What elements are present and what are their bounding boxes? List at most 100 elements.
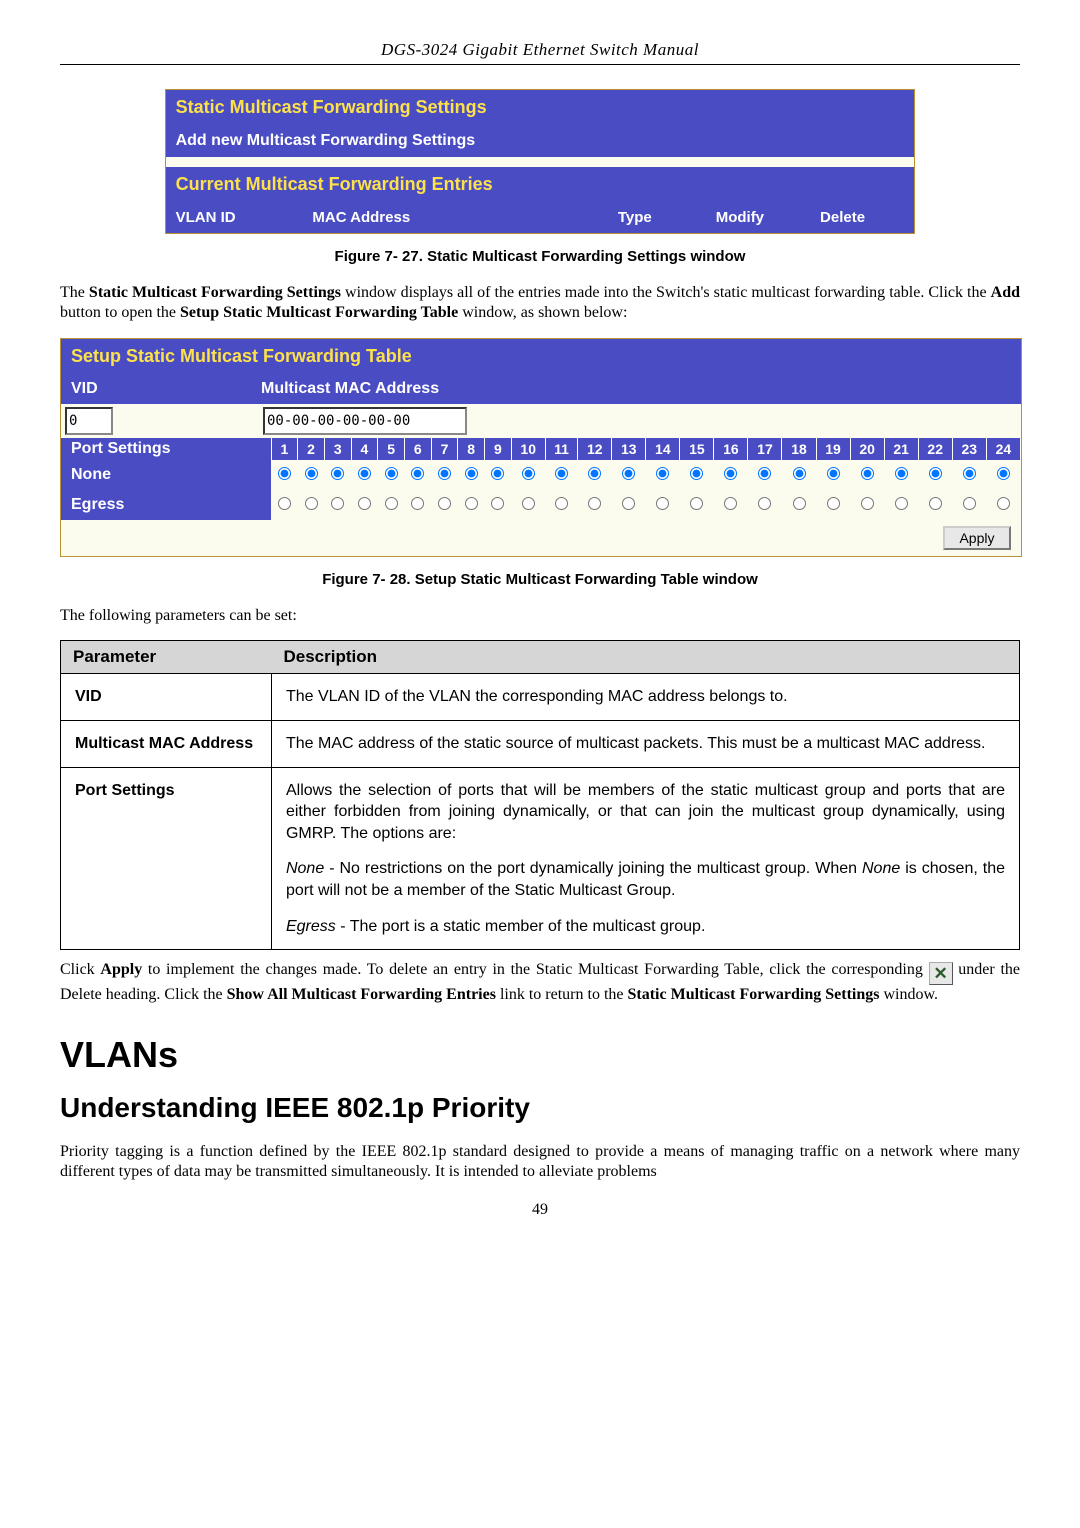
port-col-9: 9 xyxy=(485,438,512,460)
none-port-16 xyxy=(714,460,748,490)
none-radio-22[interactable] xyxy=(929,467,942,480)
panel-subheader: Add new Multicast Forwarding Settings xyxy=(166,125,915,157)
egress-radio-21[interactable] xyxy=(895,497,908,510)
none-radio-5[interactable] xyxy=(385,467,398,480)
understanding-heading: Understanding IEEE 802.1p Priority xyxy=(60,1092,1020,1124)
none-radio-23[interactable] xyxy=(963,467,976,480)
none-port-24 xyxy=(986,460,1020,490)
egress-port-1 xyxy=(271,490,298,520)
none-radio-14[interactable] xyxy=(656,467,669,480)
egress-radio-9[interactable] xyxy=(491,497,504,510)
priority-paragraph: Priority tagging is a function defined b… xyxy=(60,1142,1020,1183)
param-label-mac: Multicast MAC Address xyxy=(61,721,272,768)
figure-7-28-caption: Figure 7- 28. Setup Static Multicast For… xyxy=(60,571,1020,588)
none-port-6 xyxy=(404,460,431,490)
parameter-table: Parameter Description VID The VLAN ID of… xyxy=(60,640,1020,950)
port-col-2: 2 xyxy=(298,438,325,460)
none-radio-12[interactable] xyxy=(588,467,601,480)
egress-radio-13[interactable] xyxy=(622,497,635,510)
egress-radio-23[interactable] xyxy=(963,497,976,510)
none-radio-11[interactable] xyxy=(555,467,568,480)
egress-radio-17[interactable] xyxy=(758,497,771,510)
egress-radio-15[interactable] xyxy=(690,497,703,510)
egress-radio-6[interactable] xyxy=(411,497,424,510)
param-desc-vid: The VLAN ID of the VLAN the correspondin… xyxy=(271,674,1019,721)
egress-radio-4[interactable] xyxy=(358,497,371,510)
panel-gap xyxy=(166,157,915,167)
egress-port-3 xyxy=(324,490,351,520)
egress-radio-8[interactable] xyxy=(465,497,478,510)
egress-radio-24[interactable] xyxy=(997,497,1010,510)
none-radio-15[interactable] xyxy=(690,467,703,480)
col-mac-address: MAC Address xyxy=(302,202,607,233)
intro-paragraph-1: The Static Multicast Forwarding Settings… xyxy=(60,283,1020,324)
egress-port-10 xyxy=(511,490,545,520)
page: DGS-3024 Gigabit Ethernet Switch Manual … xyxy=(0,0,1080,1279)
port-col-13: 13 xyxy=(612,438,646,460)
port-col-4: 4 xyxy=(351,438,378,460)
none-radio-9[interactable] xyxy=(491,467,504,480)
param-row-vid: VID The VLAN ID of the VLAN the correspo… xyxy=(61,674,1020,721)
egress-radio-22[interactable] xyxy=(929,497,942,510)
egress-port-20 xyxy=(850,490,884,520)
port-col-22: 22 xyxy=(918,438,952,460)
none-radio-3[interactable] xyxy=(331,467,344,480)
delete-icon[interactable]: ✕ xyxy=(929,962,953,985)
egress-radio-19[interactable] xyxy=(827,497,840,510)
egress-radio-7[interactable] xyxy=(438,497,451,510)
egress-port-4 xyxy=(351,490,378,520)
none-radio-19[interactable] xyxy=(827,467,840,480)
egress-radio-5[interactable] xyxy=(385,497,398,510)
none-radio-2[interactable] xyxy=(305,467,318,480)
egress-row: Egress xyxy=(61,490,1021,520)
none-radio-24[interactable] xyxy=(997,467,1010,480)
none-radio-16[interactable] xyxy=(724,467,737,480)
port-col-15: 15 xyxy=(680,438,714,460)
none-port-17 xyxy=(748,460,782,490)
egress-port-19 xyxy=(816,490,850,520)
panel-section2: Current Multicast Forwarding Entries xyxy=(166,167,915,202)
egress-radio-12[interactable] xyxy=(588,497,601,510)
none-radio-17[interactable] xyxy=(758,467,771,480)
none-radio-10[interactable] xyxy=(522,467,535,480)
egress-radio-11[interactable] xyxy=(555,497,568,510)
none-radio-7[interactable] xyxy=(438,467,451,480)
none-port-10 xyxy=(511,460,545,490)
mac-address-input[interactable] xyxy=(263,407,467,435)
egress-radio-14[interactable] xyxy=(656,497,669,510)
none-radio-4[interactable] xyxy=(358,467,371,480)
egress-radio-18[interactable] xyxy=(793,497,806,510)
apply-button[interactable]: Apply xyxy=(943,526,1010,550)
none-radio-18[interactable] xyxy=(793,467,806,480)
none-port-2 xyxy=(298,460,325,490)
egress-radio-16[interactable] xyxy=(724,497,737,510)
port-col-20: 20 xyxy=(850,438,884,460)
param-row-port: Port Settings Allows the selection of po… xyxy=(61,767,1020,950)
port-desc-p2: None - No restrictions on the port dynam… xyxy=(286,858,1005,901)
vid-input[interactable] xyxy=(65,407,113,435)
port-col-14: 14 xyxy=(646,438,680,460)
none-radio-1[interactable] xyxy=(278,467,291,480)
egress-radio-20[interactable] xyxy=(861,497,874,510)
egress-port-2 xyxy=(298,490,325,520)
none-port-11 xyxy=(545,460,577,490)
none-radio-21[interactable] xyxy=(895,467,908,480)
none-radio-20[interactable] xyxy=(861,467,874,480)
egress-radio-3[interactable] xyxy=(331,497,344,510)
egress-radio-1[interactable] xyxy=(278,497,291,510)
port-col-7: 7 xyxy=(431,438,458,460)
egress-radio-10[interactable] xyxy=(522,497,535,510)
none-radio-8[interactable] xyxy=(465,467,478,480)
egress-port-12 xyxy=(578,490,612,520)
param-label-port: Port Settings xyxy=(61,767,272,950)
port-col-23: 23 xyxy=(952,438,986,460)
none-radio-13[interactable] xyxy=(622,467,635,480)
none-radio-6[interactable] xyxy=(411,467,424,480)
tail-paragraph: Click Apply to implement the changes mad… xyxy=(60,960,1020,1005)
none-port-4 xyxy=(351,460,378,490)
egress-radio-2[interactable] xyxy=(305,497,318,510)
none-port-22 xyxy=(918,460,952,490)
egress-port-5 xyxy=(378,490,405,520)
running-header: DGS-3024 Gigabit Ethernet Switch Manual xyxy=(60,40,1020,65)
none-port-5 xyxy=(378,460,405,490)
